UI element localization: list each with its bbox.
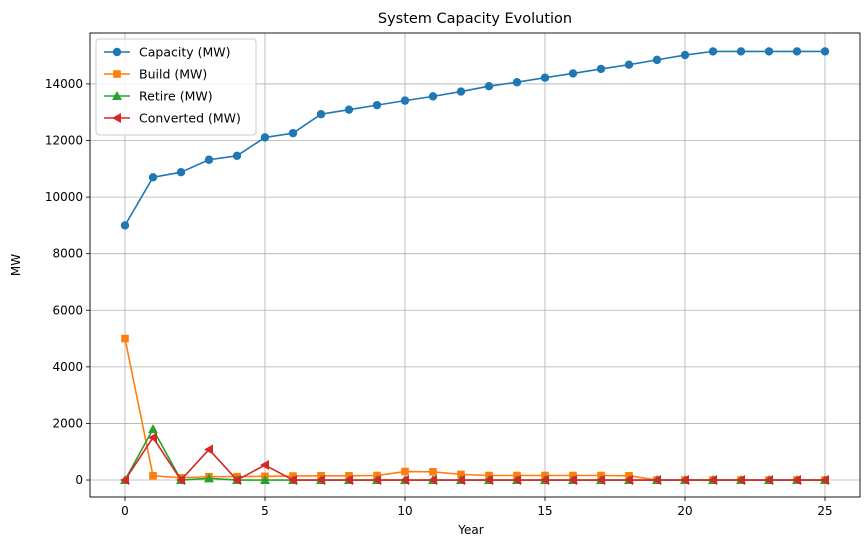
data-point-converted-mw — [792, 475, 801, 486]
data-point-capacity-mw — [344, 105, 354, 114]
data-point-capacity-mw — [120, 221, 130, 230]
legend-marker-capacity-mw — [112, 47, 122, 57]
data-point-capacity-mw — [652, 55, 662, 65]
data-point-converted-mw — [120, 475, 129, 486]
series-converted-mw — [120, 432, 829, 486]
series-line-converted-mw — [124, 436, 825, 481]
data-point-capacity-mw — [456, 87, 466, 96]
data-point-converted-mw — [736, 475, 745, 486]
x-axis-title: Year — [457, 523, 483, 537]
legend-label-retire-mw: Retire (MW) — [139, 89, 213, 104]
ticks: 0 5 10 15 20 25 0 2000 4000 6000 8000 10000 12000 140… — [45, 77, 833, 518]
data-point-retire-mw — [260, 475, 270, 485]
data-point-converted-mw — [428, 475, 437, 486]
y-tick-label: 8000 — [52, 247, 83, 261]
legend-marker-retire-mw — [112, 91, 122, 100]
data-point-capacity-mw — [792, 47, 802, 56]
x-tick-label: 0 — [121, 504, 129, 518]
data-point-capacity-mw — [484, 81, 494, 91]
data-point-converted-mw — [540, 475, 549, 486]
data-point-capacity-mw — [512, 78, 522, 87]
y-axis-title: MW — [9, 254, 23, 276]
data-point-build-mw — [121, 334, 129, 343]
x-tick-label: 5 — [261, 504, 269, 518]
legend-label-build-mw: Build (MW) — [139, 67, 207, 82]
data-point-converted-mw — [204, 444, 213, 455]
y-tick-label: 10000 — [45, 190, 83, 204]
data-point-converted-mw — [708, 475, 717, 486]
y-tick-label: 0 — [75, 473, 83, 487]
data-point-build-mw — [457, 470, 465, 479]
data-point-converted-mw — [456, 475, 465, 486]
data-point-converted-mw — [288, 475, 297, 486]
data-point-capacity-mw — [176, 168, 186, 177]
x-tick-label: 25 — [817, 504, 832, 518]
data-point-converted-mw — [568, 475, 577, 486]
y-tick-label: 2000 — [52, 416, 83, 430]
data-point-capacity-mw — [148, 173, 158, 182]
data-point-capacity-mw — [428, 92, 438, 101]
data-point-converted-mw — [624, 475, 633, 486]
legend: Capacity (MW) Build (MW) Retire (MW) Conver… — [95, 38, 257, 136]
series-line-capacity-mw — [124, 50, 825, 226]
data-point-converted-mw — [344, 475, 353, 486]
legend-marker-converted-mw — [112, 113, 121, 123]
data-point-converted-mw — [820, 475, 829, 486]
y-tick-label: 12000 — [45, 134, 83, 148]
data-point-capacity-mw — [764, 47, 774, 56]
data-point-converted-mw — [596, 475, 605, 486]
data-point-build-mw — [401, 467, 409, 476]
legend-label-capacity-mw: Capacity (MW) — [139, 45, 231, 60]
data-point-retire-mw — [204, 473, 214, 483]
data-point-converted-mw — [652, 475, 661, 486]
series-build-mw — [121, 334, 829, 484]
data-point-capacity-mw — [540, 73, 550, 82]
series-capacity-mw — [120, 47, 830, 230]
data-point-converted-mw — [680, 475, 689, 486]
data-point-converted-mw — [316, 475, 325, 486]
data-point-capacity-mw — [288, 128, 298, 138]
data-point-capacity-mw — [680, 50, 690, 60]
data-point-retire-mw — [148, 424, 158, 434]
data-point-capacity-mw — [204, 155, 214, 164]
data-point-converted-mw — [232, 475, 241, 486]
data-point-capacity-mw — [624, 60, 634, 69]
data-point-converted-mw — [260, 460, 269, 471]
data-point-build-mw — [149, 471, 157, 480]
data-point-capacity-mw — [568, 69, 578, 78]
data-point-capacity-mw — [260, 133, 270, 142]
data-point-capacity-mw — [736, 47, 746, 56]
legend-marker-build-mw — [113, 70, 121, 78]
data-point-converted-mw — [372, 475, 381, 486]
data-point-converted-mw — [484, 475, 493, 486]
chart-title: System Capacity Evolution — [378, 11, 572, 27]
series-layer — [120, 47, 830, 486]
data-point-capacity-mw — [232, 151, 242, 160]
y-tick-label: 6000 — [52, 303, 83, 317]
data-point-converted-mw — [148, 432, 157, 443]
plot-frame — [89, 32, 861, 498]
data-point-capacity-mw — [820, 47, 830, 56]
data-point-converted-mw — [176, 475, 185, 486]
y-tick-label: 4000 — [52, 360, 83, 374]
series-line-build-mw — [124, 338, 825, 481]
data-point-capacity-mw — [372, 100, 382, 110]
x-tick-label: 20 — [677, 504, 692, 518]
y-tick-label: 14000 — [45, 77, 83, 91]
data-point-capacity-mw — [400, 96, 410, 105]
data-point-converted-mw — [764, 475, 773, 486]
legend-box — [95, 38, 257, 136]
data-point-capacity-mw — [596, 64, 606, 74]
data-point-converted-mw — [400, 475, 409, 486]
data-point-build-mw — [429, 468, 437, 476]
grid — [90, 33, 860, 497]
x-tick-label: 10 — [397, 504, 412, 518]
data-point-capacity-mw — [316, 110, 326, 119]
data-point-capacity-mw — [708, 47, 718, 56]
data-point-converted-mw — [512, 475, 521, 486]
x-tick-label: 15 — [537, 504, 552, 518]
legend-label-converted-mw: Converted (MW) — [139, 111, 241, 126]
